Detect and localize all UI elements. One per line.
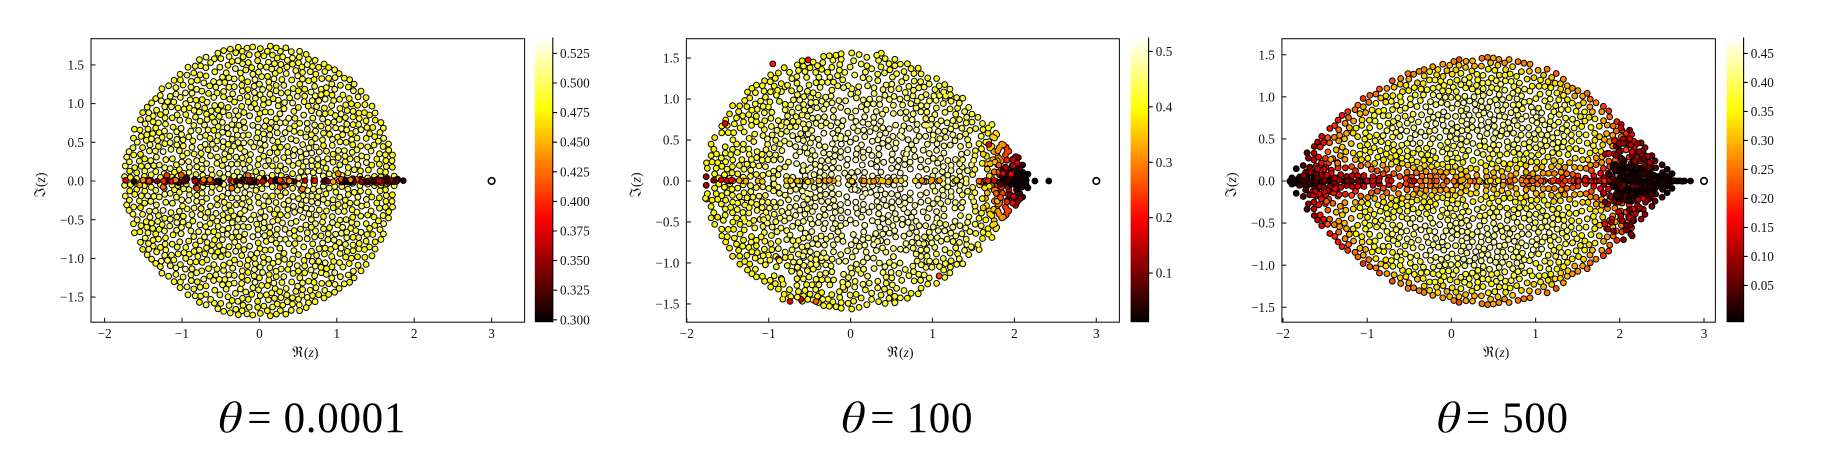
svg-text:1.0: 1.0: [68, 96, 85, 111]
svg-text:2: 2: [411, 326, 418, 341]
svg-text:3: 3: [1701, 326, 1708, 341]
svg-text:0: 0: [847, 326, 854, 341]
svg-text:= 100: = 100: [870, 395, 973, 442]
svg-text:(z): (z): [630, 172, 645, 187]
svg-text:1: 1: [334, 326, 341, 341]
svg-text:−2: −2: [680, 326, 694, 341]
svg-text:0.350: 0.350: [560, 253, 590, 268]
svg-text:(z): (z): [304, 345, 319, 361]
svg-text:0.1: 0.1: [1156, 266, 1172, 281]
svg-text:3: 3: [488, 326, 495, 341]
svg-text:0.40: 0.40: [1751, 75, 1774, 90]
svg-text:0.5: 0.5: [1156, 44, 1173, 59]
svg-text:1.5: 1.5: [1258, 47, 1275, 62]
svg-text:0.05: 0.05: [1751, 278, 1774, 293]
svg-text:1: 1: [1532, 326, 1539, 341]
svg-text:0.3: 0.3: [1156, 155, 1173, 170]
svg-text:(z): (z): [1495, 345, 1510, 361]
svg-text:−2: −2: [1276, 326, 1290, 341]
svg-text:0.30: 0.30: [1751, 133, 1774, 148]
svg-text:0: 0: [1448, 326, 1455, 341]
svg-text:−2: −2: [98, 326, 112, 341]
svg-text:1.0: 1.0: [663, 92, 680, 107]
svg-text:0.5: 0.5: [663, 133, 680, 148]
svg-text:−0.5: −0.5: [1251, 216, 1275, 231]
svg-text:0.375: 0.375: [560, 224, 590, 239]
svg-text:0.20: 0.20: [1751, 191, 1774, 206]
svg-text:0.400: 0.400: [560, 194, 590, 209]
svg-text:= 500: = 500: [1466, 395, 1569, 442]
svg-text:0.450: 0.450: [560, 135, 590, 150]
svg-text:0.25: 0.25: [1751, 162, 1774, 177]
svg-text:2: 2: [1011, 326, 1018, 341]
svg-text:0: 0: [256, 326, 263, 341]
svg-text:0.475: 0.475: [560, 105, 590, 120]
svg-text:−1.5: −1.5: [1251, 300, 1275, 315]
svg-text:0.300: 0.300: [560, 312, 590, 327]
svg-text:0.35: 0.35: [1751, 104, 1774, 119]
svg-text:−1.5: −1.5: [655, 297, 679, 312]
svg-text:1: 1: [929, 326, 936, 341]
svg-text:1.5: 1.5: [663, 51, 680, 66]
svg-text:0.15: 0.15: [1751, 220, 1774, 235]
svg-text:0.0: 0.0: [1258, 174, 1275, 189]
svg-text:−0.5: −0.5: [655, 215, 679, 230]
svg-text:−1.0: −1.0: [655, 256, 679, 271]
svg-text:−1.0: −1.0: [1251, 258, 1275, 273]
svg-text:−1: −1: [762, 326, 776, 341]
svg-text:0.10: 0.10: [1751, 249, 1774, 264]
svg-text:−1: −1: [1360, 326, 1374, 341]
svg-text:0.500: 0.500: [560, 76, 590, 91]
svg-text:0.325: 0.325: [560, 283, 590, 298]
svg-text:(z): (z): [899, 345, 914, 361]
svg-text:0.0: 0.0: [68, 174, 85, 189]
svg-text:(z): (z): [1225, 172, 1240, 187]
svg-text:= 0.0001: = 0.0001: [247, 395, 406, 442]
svg-text:2: 2: [1617, 326, 1624, 341]
svg-text:0.425: 0.425: [560, 164, 590, 179]
svg-text:0.5: 0.5: [68, 135, 85, 150]
svg-text:(z): (z): [34, 172, 49, 187]
svg-text:0.5: 0.5: [1258, 132, 1275, 147]
svg-text:−0.5: −0.5: [60, 212, 84, 227]
svg-text:0.45: 0.45: [1751, 46, 1774, 61]
svg-text:−1.0: −1.0: [60, 251, 84, 266]
svg-text:0.2: 0.2: [1156, 210, 1172, 225]
svg-text:−1.5: −1.5: [60, 290, 84, 305]
svg-text:0.525: 0.525: [560, 46, 590, 61]
svg-text:1.5: 1.5: [68, 58, 85, 73]
svg-text:0.4: 0.4: [1156, 99, 1173, 114]
svg-text:1.0: 1.0: [1258, 89, 1275, 104]
svg-text:−1: −1: [175, 326, 189, 341]
svg-text:0.0: 0.0: [663, 174, 680, 189]
svg-text:3: 3: [1093, 326, 1100, 341]
